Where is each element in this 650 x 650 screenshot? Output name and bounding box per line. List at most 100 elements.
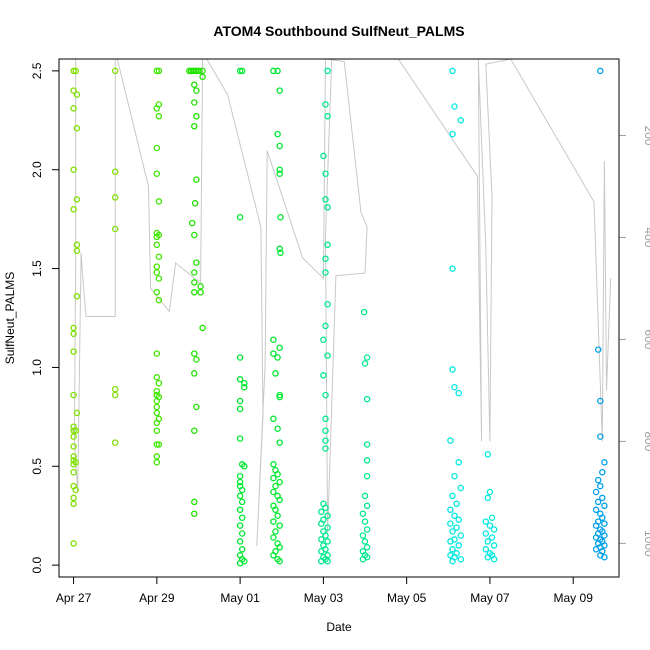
data-point <box>236 376 244 383</box>
series-3 <box>236 67 284 567</box>
data-point <box>324 524 331 531</box>
data-point <box>153 387 161 395</box>
data-point <box>318 548 325 555</box>
data-point <box>484 538 492 545</box>
data-point <box>447 538 454 545</box>
data-point <box>455 542 462 549</box>
data-point <box>276 142 283 150</box>
data-point <box>457 117 465 124</box>
data-point <box>601 553 608 561</box>
data-point <box>111 168 119 175</box>
data-point <box>324 204 331 211</box>
data-point <box>270 336 277 343</box>
data-point <box>322 101 329 108</box>
data-point <box>191 289 198 296</box>
data-point <box>196 67 203 75</box>
data-point <box>236 478 244 486</box>
data-point <box>270 474 277 482</box>
data-point <box>70 330 77 338</box>
data-point <box>449 546 456 553</box>
data-point <box>276 522 283 529</box>
data-point <box>322 391 329 399</box>
data-point <box>455 516 462 523</box>
y2-tick-label: 200 <box>642 125 650 145</box>
data-point <box>111 225 119 233</box>
data-point <box>155 415 163 423</box>
data-point <box>70 494 77 502</box>
data-point <box>449 366 456 373</box>
data-point <box>322 196 329 203</box>
data-point <box>276 391 283 399</box>
y2-tick-label: 800 <box>642 431 650 451</box>
data-point <box>153 409 161 417</box>
data-point <box>155 379 163 387</box>
x-tick-label: May 09 <box>554 591 594 605</box>
data-point <box>236 538 244 545</box>
data-point <box>73 196 81 203</box>
data-point <box>153 269 161 276</box>
data-point <box>447 506 454 514</box>
data-point <box>70 540 77 547</box>
y-tick-label: 2.5 <box>30 62 44 79</box>
data-point <box>155 296 163 304</box>
data-point <box>318 557 325 565</box>
plot-frame <box>58 58 620 578</box>
chart-title: ATOM4 Southbound SulfNeut_PALMS <box>213 23 464 39</box>
y-tick-label: 1.5 <box>30 260 44 277</box>
data-point <box>193 356 200 363</box>
data-point <box>270 534 277 541</box>
data-point <box>238 486 246 494</box>
data-point <box>486 522 494 529</box>
data-point <box>70 67 77 75</box>
data-point <box>482 546 490 553</box>
data-point <box>73 293 81 300</box>
data-point <box>270 350 277 357</box>
data-point <box>488 514 496 521</box>
data-point <box>451 383 458 391</box>
data-point <box>197 283 204 290</box>
data-point <box>191 350 198 357</box>
data-point <box>197 289 204 296</box>
data-point <box>359 555 367 563</box>
y-axis-label: SulfNeut_PALMS <box>3 272 17 365</box>
data-point <box>322 437 329 444</box>
data-point <box>70 443 77 450</box>
data-point <box>324 352 331 359</box>
data-point <box>272 528 279 535</box>
series-2 <box>186 67 206 517</box>
data-point <box>599 468 606 476</box>
data-point <box>361 492 369 500</box>
altitude-trace-layer <box>73 58 612 546</box>
data-point <box>484 451 492 458</box>
data-point <box>594 346 602 353</box>
data-point <box>70 324 77 332</box>
x-tick-label: May 05 <box>387 591 427 605</box>
x-axis-label: Date <box>326 620 352 634</box>
data-point <box>455 389 462 397</box>
data-point <box>447 437 454 444</box>
series-6 <box>592 67 608 561</box>
data-point <box>488 534 496 541</box>
data-point <box>601 502 608 510</box>
data-point <box>449 557 456 565</box>
data-point <box>72 459 79 466</box>
data-point <box>451 472 458 480</box>
data-point <box>236 492 244 500</box>
data-point <box>274 354 281 361</box>
data-point <box>70 166 77 173</box>
data-point <box>597 67 604 75</box>
data-point <box>153 263 161 270</box>
data-point <box>191 231 198 239</box>
data-point <box>236 522 244 529</box>
data-point <box>241 379 248 387</box>
data-point <box>453 500 460 508</box>
data-point <box>276 393 283 401</box>
data-point <box>276 496 283 504</box>
data-point <box>70 468 77 476</box>
data-point <box>155 231 163 239</box>
data-point <box>193 176 200 183</box>
data-point <box>111 385 119 393</box>
data-point <box>153 427 161 434</box>
data-point <box>270 461 277 468</box>
data-point <box>594 498 602 506</box>
